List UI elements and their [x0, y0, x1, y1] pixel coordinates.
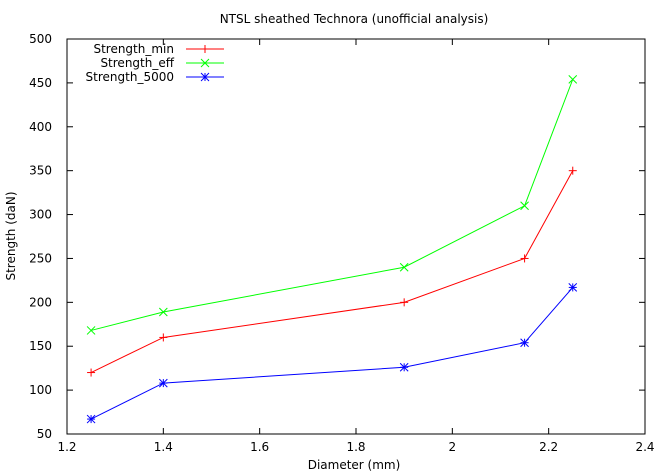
y-tick-label: 300 — [29, 208, 52, 222]
data-point — [158, 307, 168, 317]
series-line-strength-min — [90, 170, 574, 374]
legend-marker — [201, 45, 209, 53]
data-point — [520, 254, 529, 263]
data-point — [568, 75, 578, 84]
legend-label: Strength_min — [93, 42, 174, 56]
data-point — [568, 166, 577, 175]
x-tick-label: 2.4 — [635, 440, 654, 454]
y-tick-label: 50 — [37, 427, 52, 441]
x-tick-label: 1.6 — [250, 440, 269, 454]
data-point — [400, 298, 409, 307]
data-point — [86, 326, 96, 335]
data-point — [159, 333, 168, 342]
data-point — [568, 283, 578, 292]
legend-label: Strength_eff — [100, 56, 174, 70]
y-tick-label: 150 — [29, 339, 52, 353]
y-tick-label: 350 — [29, 164, 52, 178]
data-point — [86, 414, 96, 424]
chart-title: NTSL sheathed Technora (unofficial analy… — [220, 12, 489, 26]
plot-border — [66, 38, 646, 435]
y-tick-label: 400 — [29, 120, 52, 134]
x-tick-label: 1.8 — [346, 440, 365, 454]
data-point — [87, 368, 96, 377]
x-axis-label: Diameter (mm) — [308, 458, 401, 472]
data-point — [520, 338, 529, 348]
legend-marker — [200, 58, 210, 68]
data-point — [158, 378, 168, 388]
y-tick-label: 200 — [29, 295, 52, 309]
x-tick-label: 2.2 — [539, 440, 558, 454]
series-line-strength-5000 — [90, 287, 574, 420]
legend-marker — [200, 72, 210, 82]
y-tick-label: 500 — [29, 32, 52, 46]
series-line-strength-eff — [90, 79, 574, 331]
y-tick-label: 250 — [29, 251, 52, 265]
data-point — [399, 362, 409, 372]
plot-area: 1.2 1.4 1.6 1.8 2 2.2 2.4 50 100 150 200 250 300 350 4… — [29, 32, 654, 454]
legend-label: Strength_5000 — [86, 70, 174, 84]
x-tick-label: 1.4 — [154, 440, 173, 454]
y-tick-label: 100 — [29, 383, 52, 397]
data-point — [399, 262, 409, 272]
data-point — [520, 201, 529, 211]
y-tick-label: 450 — [29, 76, 52, 90]
x-tick-label: 1.2 — [57, 440, 76, 454]
x-tick-label: 2 — [449, 440, 457, 454]
y-axis-label: Strength (daN) — [4, 191, 18, 280]
